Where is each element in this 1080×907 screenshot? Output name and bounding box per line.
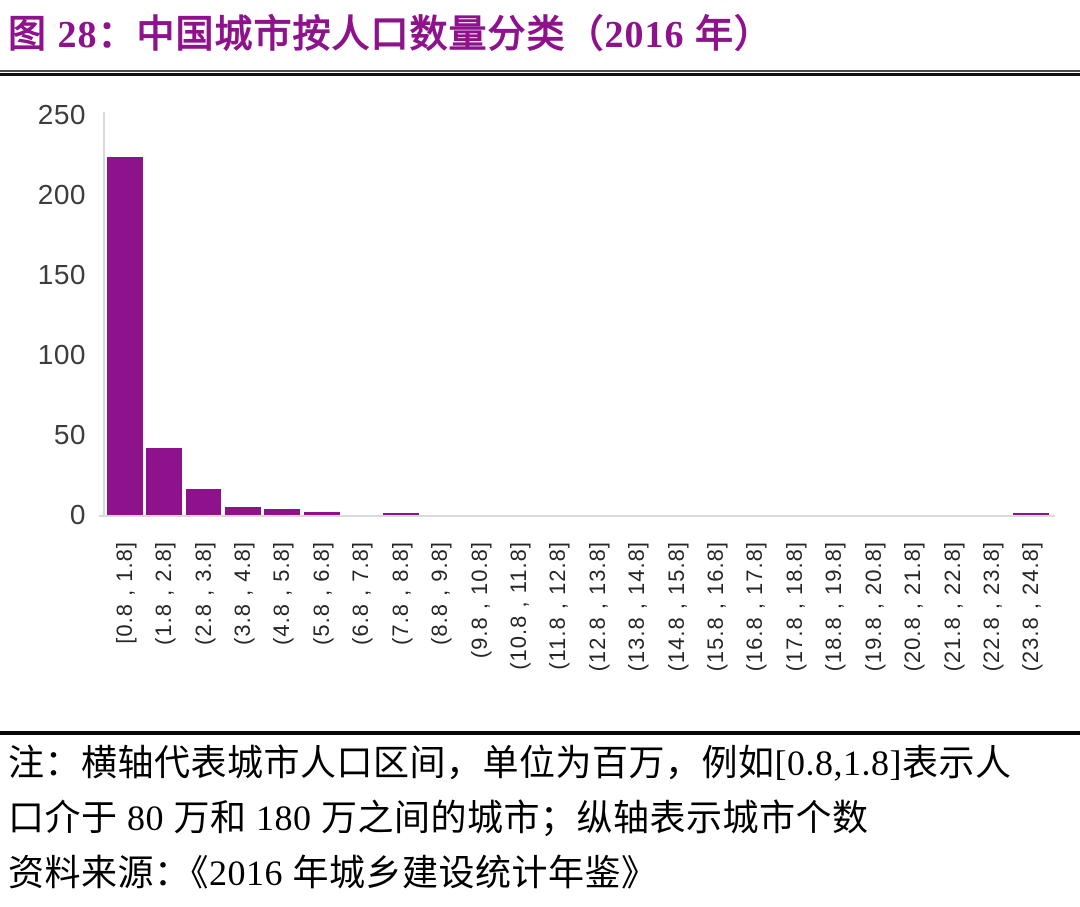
x-tick-label: (21.8 , 22.8] xyxy=(939,541,965,672)
x-tick-label: (10.8 , 11.8] xyxy=(505,541,531,670)
x-tick-label: (1.8 , 2.8] xyxy=(151,541,177,645)
x-tick-label: (2.8 , 3.8] xyxy=(190,541,216,645)
bar-slot xyxy=(144,115,183,515)
x-tick-slot: (16.8 , 17.8] xyxy=(736,541,775,731)
bar-slot xyxy=(696,115,735,515)
bar xyxy=(146,447,183,515)
x-tick-label: (3.8 , 4.8] xyxy=(229,541,255,645)
bar-slot xyxy=(539,115,578,515)
x-tick-label: (18.8 , 19.8] xyxy=(821,541,847,672)
x-tick-slot: (23.8 , 24.8] xyxy=(1012,541,1051,731)
footnote-block: 注：横轴代表城市人口区间，单位为百万，例如[0.8,1.8]表示人 口介于 80… xyxy=(8,736,1074,901)
bar-slot xyxy=(775,115,814,515)
footer-separator-line xyxy=(0,731,1080,735)
x-tick-label: (8.8 , 9.8] xyxy=(427,541,453,645)
x-tick-slot: (6.8 , 7.8] xyxy=(342,541,381,731)
bar-slot xyxy=(460,115,499,515)
x-axis-labels: [0.8 , 1.8] (1.8 , 2.8] (2.8 , 3.8] (3.8 , … xyxy=(105,541,1051,731)
y-tick-label: 100 xyxy=(37,339,86,370)
bar xyxy=(382,513,419,515)
x-tick-slot: (10.8 , 11.8] xyxy=(499,541,538,731)
x-tick-label: (12.8 , 13.8] xyxy=(584,541,610,672)
x-tick-label: (11.8 , 12.8] xyxy=(545,541,571,670)
bar xyxy=(1013,513,1050,515)
x-tick-slot: (1.8 , 2.8] xyxy=(144,541,183,731)
x-tick-slot: (13.8 , 14.8] xyxy=(617,541,656,731)
x-tick-slot: (14.8 , 15.8] xyxy=(657,541,696,731)
bar-slot xyxy=(223,115,262,515)
x-tick-label: [0.8 , 1.8] xyxy=(111,541,137,644)
bar xyxy=(264,508,301,515)
bar-slot xyxy=(381,115,420,515)
bar-slot xyxy=(854,115,893,515)
bar-slot xyxy=(736,115,775,515)
figure-title: 图 28：中国城市按人口数量分类（2016 年） xyxy=(8,14,774,56)
x-tick-label: (14.8 , 15.8] xyxy=(663,541,689,672)
x-tick-slot: (9.8 , 10.8] xyxy=(460,541,499,731)
y-tick-label: 250 xyxy=(37,99,86,130)
x-tick-label: (4.8 , 5.8] xyxy=(269,541,295,645)
x-axis-line xyxy=(99,515,1055,517)
y-tick-label: 0 xyxy=(69,499,86,530)
x-tick-label: (23.8 , 24.8] xyxy=(1018,541,1044,672)
x-tick-label: (19.8 , 20.8] xyxy=(860,541,886,672)
bar-slot xyxy=(105,115,144,515)
bar-slot xyxy=(499,115,538,515)
y-tick-label: 50 xyxy=(53,419,86,450)
bar-slot xyxy=(302,115,341,515)
x-tick-label: (13.8 , 14.8] xyxy=(624,541,650,672)
x-tick-slot: (22.8 , 23.8] xyxy=(972,541,1011,731)
footnote-line-2: 口介于 80 万和 180 万之间的城市；纵轴表示城市个数 xyxy=(8,798,869,838)
bar-slot xyxy=(893,115,932,515)
y-tick-label: 150 xyxy=(37,259,86,290)
x-tick-label: (17.8 , 18.8] xyxy=(781,541,807,672)
x-tick-label: (9.8 , 10.8] xyxy=(466,541,492,659)
bar xyxy=(185,489,222,515)
x-tick-label: (5.8 , 6.8] xyxy=(308,541,334,645)
bar-slot xyxy=(657,115,696,515)
x-tick-slot: (17.8 , 18.8] xyxy=(775,541,814,731)
footnote-line-1: 注：横轴代表城市人口区间，单位为百万，例如[0.8,1.8]表示人 xyxy=(8,743,1012,783)
x-tick-slot: [0.8 , 1.8] xyxy=(105,541,144,731)
x-tick-slot: (8.8 , 9.8] xyxy=(420,541,459,731)
x-tick-label: (20.8 , 21.8] xyxy=(900,541,926,672)
x-tick-label: (7.8 , 8.8] xyxy=(387,541,413,645)
plot-area xyxy=(105,115,1051,515)
bar-slot xyxy=(933,115,972,515)
x-tick-slot: (12.8 , 13.8] xyxy=(578,541,617,731)
title-separator-top-line xyxy=(0,70,1080,72)
bar-slot xyxy=(815,115,854,515)
y-tick-label: 200 xyxy=(37,179,86,210)
x-tick-slot: (5.8 , 6.8] xyxy=(302,541,341,731)
bar-slot xyxy=(263,115,302,515)
bar-slot xyxy=(578,115,617,515)
x-tick-slot: (15.8 , 16.8] xyxy=(696,541,735,731)
x-tick-label: (22.8 , 23.8] xyxy=(978,541,1004,672)
x-tick-slot: (11.8 , 12.8] xyxy=(539,541,578,731)
x-tick-label: (15.8 , 16.8] xyxy=(703,541,729,672)
x-tick-slot: (2.8 , 3.8] xyxy=(184,541,223,731)
x-tick-slot: (3.8 , 4.8] xyxy=(223,541,262,731)
x-tick-slot: (18.8 , 19.8] xyxy=(815,541,854,731)
x-tick-slot: (7.8 , 8.8] xyxy=(381,541,420,731)
bar-slot xyxy=(617,115,656,515)
x-tick-label: (16.8 , 17.8] xyxy=(742,541,768,672)
x-tick-slot: (20.8 , 21.8] xyxy=(893,541,932,731)
x-tick-slot: (21.8 , 22.8] xyxy=(933,541,972,731)
bar-slot xyxy=(420,115,459,515)
y-axis-line xyxy=(103,112,105,516)
source-line: 资料来源：《2016 年城乡建设统计年鉴》 xyxy=(8,853,658,893)
bar-slot xyxy=(184,115,223,515)
bar-slot xyxy=(972,115,1011,515)
bar xyxy=(106,156,143,515)
bar xyxy=(225,507,261,515)
x-tick-label: (6.8 , 7.8] xyxy=(348,541,374,645)
bar xyxy=(303,511,340,515)
x-tick-slot: (19.8 , 20.8] xyxy=(854,541,893,731)
title-separator-bottom-line xyxy=(0,73,1080,76)
x-tick-slot: (4.8 , 5.8] xyxy=(263,541,302,731)
bar-slot xyxy=(1012,115,1051,515)
bar-slot xyxy=(342,115,381,515)
